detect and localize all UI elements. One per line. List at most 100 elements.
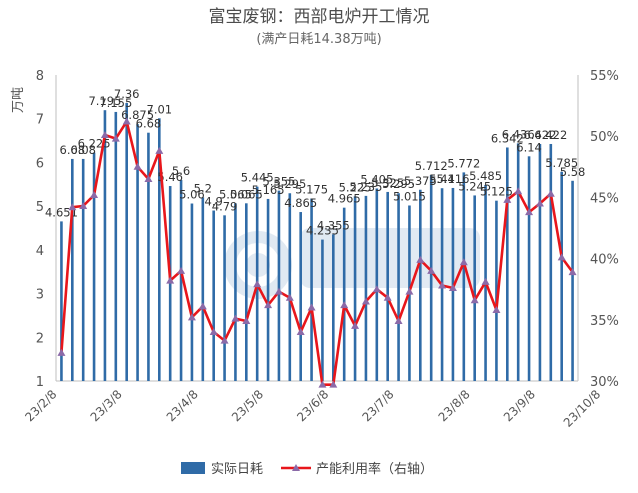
line-marker: [285, 293, 294, 301]
bar: [549, 143, 553, 381]
chart-title: 富宝废钢：西部电炉开工情况: [209, 7, 430, 27]
bar: [506, 147, 509, 381]
line-marker: [568, 268, 577, 276]
bar: [310, 198, 313, 381]
data-label: 5.58: [560, 165, 586, 179]
line-marker: [122, 117, 131, 125]
bar: [571, 180, 574, 381]
bar: [92, 152, 96, 381]
x-tick-label: 23/4/8: [164, 387, 201, 424]
y2-tick-label: 50%: [590, 130, 619, 145]
line-marker: [264, 301, 273, 309]
data-label: 7.01: [147, 102, 173, 116]
bar: [462, 172, 466, 381]
data-label: 5.375: [404, 174, 437, 188]
line-marker: [546, 189, 555, 197]
line-marker: [361, 297, 370, 305]
line-marker: [438, 281, 447, 289]
y-tick-label: 4: [36, 244, 44, 259]
bar: [158, 118, 161, 381]
line-marker: [274, 287, 283, 295]
data-label: 5.295: [273, 177, 306, 191]
data-label: 6.225: [78, 137, 111, 151]
data-label: 4.79: [212, 199, 238, 213]
line-marker: [242, 317, 251, 325]
line-marker: [372, 285, 381, 293]
bar: [419, 189, 422, 381]
y-tick-label: 5: [36, 200, 44, 215]
data-label: 4.355: [317, 218, 350, 232]
bar: [342, 207, 346, 381]
data-label: 5.46: [157, 170, 183, 184]
y-tick-label: 7: [36, 113, 44, 128]
line-marker: [503, 195, 512, 203]
x-tick-label: 23/3/8: [88, 387, 125, 424]
line-marker: [220, 336, 229, 344]
x-tick-label: 23/7/8: [359, 387, 396, 424]
line-marker: [459, 258, 468, 266]
data-label: 6.875: [121, 108, 154, 122]
bar: [397, 193, 400, 381]
line-marker: [340, 301, 349, 309]
y2-tick-label: 45%: [590, 191, 619, 206]
data-label: 6.436: [502, 127, 535, 141]
line-marker: [111, 134, 120, 142]
line-marker: [144, 175, 153, 183]
line-marker: [394, 317, 403, 325]
bar: [103, 110, 107, 381]
bar: [201, 197, 205, 381]
line-marker: [68, 203, 77, 211]
bar: [516, 143, 520, 381]
bar: [234, 203, 237, 381]
line-marker: [351, 321, 360, 329]
data-label: 5.325: [371, 176, 404, 190]
line-series: [57, 117, 577, 388]
data-label: 5.355: [262, 175, 295, 189]
line-marker: [209, 328, 218, 336]
line-marker: [100, 130, 109, 138]
line-marker: [557, 253, 566, 261]
line-marker: [90, 190, 99, 198]
data-label: 4.965: [328, 192, 361, 206]
data-label: 5.41: [429, 172, 455, 186]
y-tick-label: 2: [36, 331, 44, 346]
bar: [81, 158, 85, 381]
bar: [212, 210, 215, 381]
bar: [114, 111, 118, 381]
x-tick-label: 23/9/8: [501, 387, 538, 424]
line-marker: [231, 314, 240, 322]
legend-line-label: 产能利用率（右轴）: [316, 461, 433, 477]
data-label: 5.485: [469, 169, 502, 183]
line-marker: [133, 162, 142, 170]
data-label: 5.225: [339, 180, 372, 194]
bar: [245, 203, 248, 381]
line-marker: [187, 313, 196, 321]
bar: [299, 212, 302, 381]
data-label: 5.445: [241, 171, 274, 185]
data-label: 5.2: [194, 181, 212, 195]
line-marker: [405, 287, 414, 295]
x-tick-label: 23/5/8: [229, 387, 266, 424]
line-marker: [481, 277, 490, 285]
data-label: 5.772: [447, 156, 480, 170]
data-label: 6.08: [60, 143, 86, 157]
bar: [527, 156, 531, 381]
chart-subtitle: (满产日耗14.38万吨): [256, 32, 381, 47]
line-marker: [177, 266, 186, 274]
x-tick-label: 23/10/8: [561, 387, 604, 430]
bar: [147, 132, 150, 381]
data-label: 6.08: [70, 143, 96, 157]
bar: [288, 193, 292, 381]
bar: [375, 188, 379, 381]
bar: [353, 196, 357, 381]
y-axis-label: 万吨: [11, 87, 26, 113]
x-tick-label: 23/8/8: [436, 387, 473, 424]
bar: [429, 175, 433, 381]
y-tick-label: 8: [36, 69, 44, 84]
bar: [364, 195, 368, 381]
data-label: 5.175: [295, 182, 328, 196]
line-marker: [514, 187, 523, 195]
data-label: 4.9: [205, 195, 223, 209]
x-tick-label: 23/6/8: [294, 387, 331, 424]
